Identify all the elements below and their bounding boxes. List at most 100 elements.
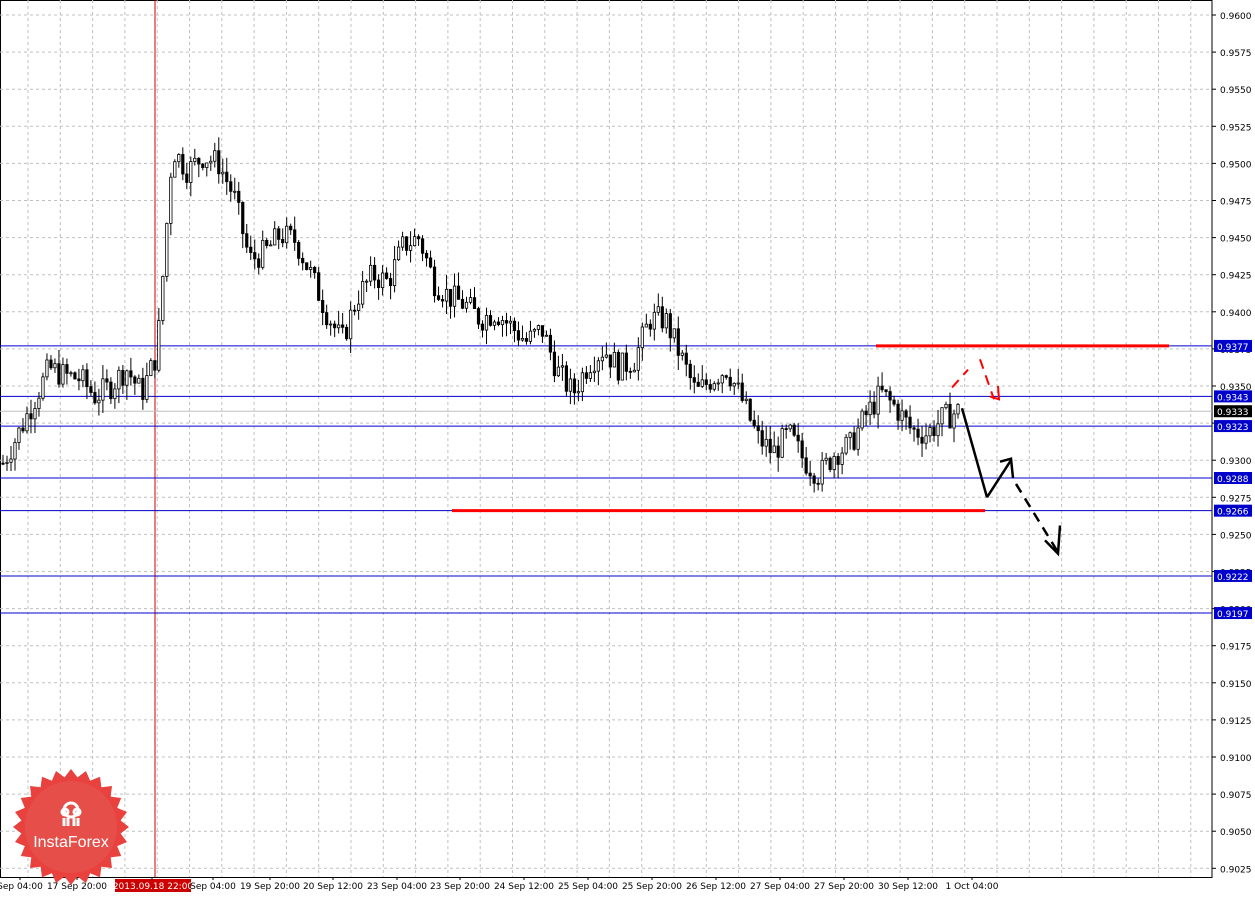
y-tick-label: 0.9575 xyxy=(1220,49,1252,59)
candle-body xyxy=(480,323,485,331)
candle-body xyxy=(285,225,289,244)
candle-body xyxy=(297,242,301,259)
candle-body xyxy=(440,299,445,302)
candle-body xyxy=(181,154,185,175)
candle-body xyxy=(744,398,748,401)
logo-badge: InstaForex xyxy=(12,768,130,886)
level-label: 0.9377 xyxy=(1217,343,1249,353)
candle-body xyxy=(237,190,241,203)
candle-body xyxy=(21,427,25,432)
candle-body xyxy=(448,288,453,307)
x-tick-label: 23 Sep 20:00 xyxy=(430,882,490,892)
level-label: 0.9197 xyxy=(1217,610,1249,620)
candle-body xyxy=(800,440,804,459)
candle-body xyxy=(956,403,960,415)
candle-body xyxy=(329,323,333,326)
candle-body xyxy=(121,369,125,386)
grid xyxy=(0,0,1213,878)
candle-body xyxy=(444,288,449,302)
candle-body xyxy=(125,370,129,386)
candle-body xyxy=(157,320,161,371)
candle-body xyxy=(748,398,752,421)
candle-body xyxy=(816,482,820,485)
candle-body xyxy=(61,364,65,385)
candle-body xyxy=(5,461,9,464)
x-tick-label: 19 Sep 20:00 xyxy=(240,882,300,892)
y-tick-label: 0.9150 xyxy=(1220,680,1252,690)
candle-body xyxy=(528,330,533,342)
y-tick-label: 0.9275 xyxy=(1220,494,1252,504)
level-label-bg xyxy=(1214,472,1252,485)
candle-body xyxy=(612,351,616,368)
candle-body xyxy=(844,436,848,454)
candle-body xyxy=(73,372,77,380)
candle-body xyxy=(536,325,541,330)
candle-body xyxy=(632,369,636,373)
candle-body xyxy=(684,352,688,365)
candle-body xyxy=(341,324,345,328)
y-tick-label: 0.9125 xyxy=(1220,717,1252,727)
candle-body xyxy=(688,363,692,379)
price-axis[interactable]: 0.9600 0.9575 0.9550 0.9525 0.9500 0.9475 0.94… xyxy=(1212,12,1252,875)
candle-body xyxy=(436,295,441,300)
candle-body xyxy=(696,381,700,387)
candle-body xyxy=(205,162,209,168)
candle-body xyxy=(29,413,33,420)
candle-body xyxy=(948,403,952,429)
candle-body xyxy=(81,369,85,382)
candle-body xyxy=(592,370,596,374)
candle-body xyxy=(512,320,517,332)
candle-body xyxy=(456,285,461,300)
candle-body xyxy=(305,262,309,270)
candle-body xyxy=(265,239,269,246)
candle-body xyxy=(620,352,624,381)
red-arrow-up xyxy=(951,369,969,389)
candle-body xyxy=(404,236,409,251)
time-axis[interactable]: Sep 04:00 17 Sep 20:00 2013.09.18 22:00Sep… xyxy=(0,877,999,892)
candle-body xyxy=(193,157,197,162)
candle-body xyxy=(213,150,217,162)
plot-frame xyxy=(0,0,1213,878)
candle-body xyxy=(281,238,285,244)
candle-body xyxy=(25,413,29,432)
level-labels: 0.9377 0.9343 0.9323 0.9288 0.9266 0.9222 0.91… xyxy=(1214,339,1252,620)
candle-body xyxy=(560,365,565,368)
candle-body xyxy=(532,329,537,332)
horizontal-levels xyxy=(0,345,1212,614)
candle-body xyxy=(568,378,573,392)
candle-body xyxy=(488,315,493,326)
candle-body xyxy=(668,313,672,339)
y-tick-label: 0.9175 xyxy=(1220,643,1252,653)
candle-body xyxy=(165,223,169,277)
candle-body xyxy=(660,306,664,329)
candle-body xyxy=(880,385,884,391)
candle-body xyxy=(400,236,405,248)
candle-body xyxy=(564,365,569,392)
forecast-arrow-down xyxy=(960,407,989,498)
candle-body xyxy=(824,457,828,461)
candle-body xyxy=(41,376,45,399)
candle-body xyxy=(572,378,577,394)
candle-body xyxy=(932,427,936,437)
candle-body xyxy=(788,424,792,430)
y-tick-label: 0.9250 xyxy=(1220,531,1252,541)
candle-body xyxy=(229,181,233,192)
x-tick-label: 26 Sep 12:00 xyxy=(686,882,746,892)
candle-body xyxy=(141,377,145,400)
candle-body xyxy=(241,202,245,235)
level-label: 0.9343 xyxy=(1217,393,1249,403)
candle-body xyxy=(856,427,860,450)
y-tick-label: 0.9300 xyxy=(1220,457,1252,467)
candle-body xyxy=(504,320,509,324)
candle-body xyxy=(408,245,413,251)
candle-body xyxy=(496,321,501,326)
candle-body xyxy=(892,399,896,405)
candle-body xyxy=(516,330,521,341)
y-tick-label: 0.9450 xyxy=(1220,235,1252,245)
x-tick-label: 30 Sep 12:00 xyxy=(878,882,938,892)
candle-body xyxy=(452,285,457,307)
candle-body xyxy=(33,408,37,420)
candle-body xyxy=(812,475,816,484)
